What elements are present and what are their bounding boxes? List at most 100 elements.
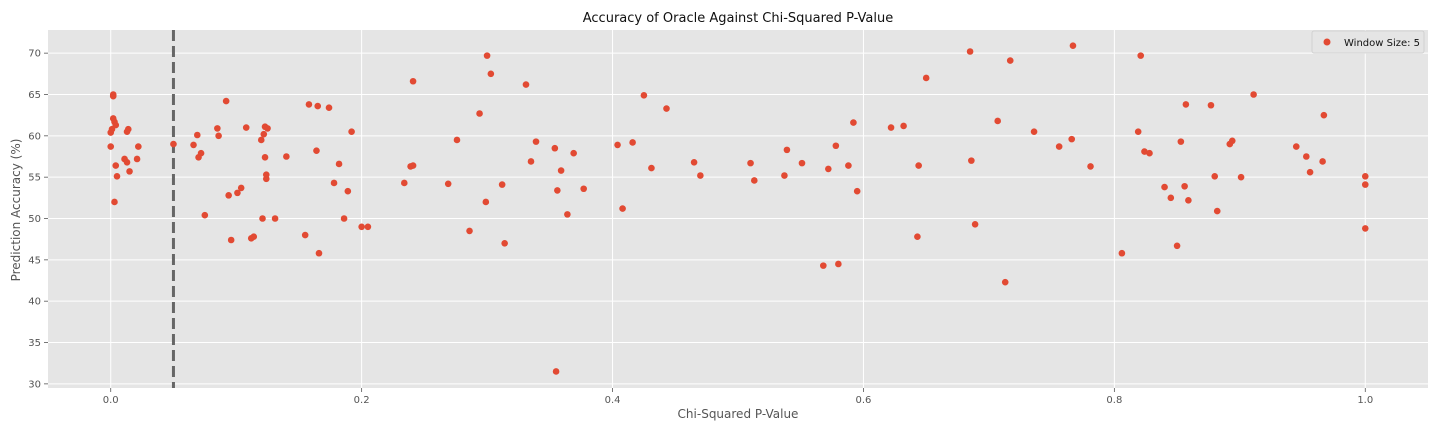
data-point xyxy=(968,157,975,164)
data-point xyxy=(1303,153,1310,160)
data-point xyxy=(1250,91,1257,98)
x-tick-label: 0.8 xyxy=(1106,395,1122,406)
data-point xyxy=(400,179,408,187)
data-point xyxy=(1306,168,1314,176)
data-point xyxy=(614,141,621,149)
data-point xyxy=(135,143,142,150)
data-point xyxy=(1167,194,1175,202)
data-point xyxy=(900,122,907,130)
data-point xyxy=(1146,149,1153,157)
x-axis-ticks: 0.0 0.2 0.4 0.6 0.8 1.0 xyxy=(103,388,1373,406)
data-point xyxy=(781,172,788,179)
x-tick-label: 0.2 xyxy=(354,395,370,406)
data-point xyxy=(201,211,209,219)
data-point xyxy=(234,189,241,197)
data-point xyxy=(580,185,587,193)
data-point xyxy=(111,198,118,206)
data-point xyxy=(313,147,320,155)
data-point xyxy=(1137,52,1145,59)
data-point xyxy=(522,81,530,88)
data-point xyxy=(850,119,857,126)
data-point xyxy=(640,92,648,99)
data-point xyxy=(214,125,221,132)
data-point xyxy=(124,125,132,133)
data-point xyxy=(487,70,495,78)
data-point xyxy=(466,227,473,235)
data-point xyxy=(271,215,279,222)
data-point xyxy=(570,149,577,157)
data-point xyxy=(242,124,250,131)
x-tick-label: 0.0 xyxy=(103,395,119,406)
data-point xyxy=(283,153,290,160)
data-point xyxy=(747,159,754,167)
data-point xyxy=(1228,137,1236,145)
data-point xyxy=(1118,249,1126,257)
y-tick-label: 40 xyxy=(28,297,41,308)
data-point xyxy=(1001,278,1009,286)
data-point xyxy=(358,223,365,231)
data-point xyxy=(1361,181,1369,188)
data-point xyxy=(629,139,636,146)
data-point xyxy=(261,154,269,161)
data-point xyxy=(853,187,861,195)
data-point xyxy=(325,104,333,112)
y-axis-label: Prediction Accuracy (%) xyxy=(9,139,23,282)
data-point xyxy=(335,160,343,168)
data-point xyxy=(825,165,832,173)
data-point xyxy=(222,97,230,105)
data-point xyxy=(215,132,222,140)
data-point xyxy=(554,187,561,194)
data-point xyxy=(552,368,560,375)
data-point xyxy=(123,158,131,166)
plot-background xyxy=(48,30,1428,388)
data-point xyxy=(1361,173,1369,180)
data-point xyxy=(1177,138,1185,145)
data-point xyxy=(1320,111,1328,119)
y-tick-label: 45 xyxy=(28,255,41,266)
x-tick-label: 0.6 xyxy=(856,395,872,406)
y-tick-label: 30 xyxy=(28,379,41,390)
y-tick-label: 50 xyxy=(28,214,41,225)
y-tick-label: 70 xyxy=(28,49,41,60)
data-point xyxy=(340,215,348,222)
data-point xyxy=(482,198,490,206)
data-point xyxy=(344,187,352,195)
x-tick-label: 1.0 xyxy=(1357,395,1373,406)
data-point xyxy=(109,91,117,98)
data-point xyxy=(557,167,565,174)
data-point xyxy=(1055,143,1063,150)
y-tick-label: 55 xyxy=(28,173,41,184)
data-point xyxy=(922,74,930,82)
data-point xyxy=(1207,101,1215,109)
data-point xyxy=(193,131,201,139)
data-points xyxy=(107,42,1369,375)
data-point xyxy=(190,141,197,149)
data-point xyxy=(887,124,895,131)
data-point xyxy=(257,136,265,144)
data-point xyxy=(1006,57,1014,64)
data-point xyxy=(915,162,922,169)
data-point xyxy=(113,173,121,180)
data-point xyxy=(832,142,840,150)
data-point xyxy=(237,184,245,192)
data-point xyxy=(619,205,626,212)
data-point xyxy=(820,262,827,269)
legend: Window Size: 5 xyxy=(1311,30,1425,54)
data-point xyxy=(348,128,355,135)
legend-label: Window Size: 5 xyxy=(1344,38,1420,49)
data-point xyxy=(227,236,235,244)
data-point xyxy=(697,172,704,179)
data-point xyxy=(197,149,205,157)
legend-marker xyxy=(1323,38,1331,46)
data-point xyxy=(751,177,758,184)
data-point xyxy=(444,180,452,188)
y-tick-label: 60 xyxy=(28,131,41,142)
data-point xyxy=(170,140,177,148)
data-point xyxy=(107,143,115,150)
data-point xyxy=(1181,182,1188,190)
data-point xyxy=(1319,158,1326,165)
data-point xyxy=(330,179,338,187)
data-point xyxy=(564,211,571,218)
data-point xyxy=(315,249,323,257)
